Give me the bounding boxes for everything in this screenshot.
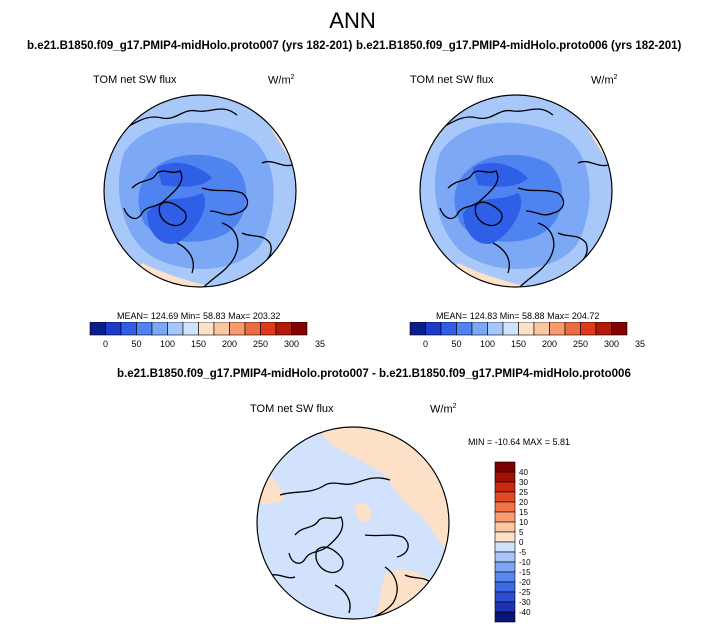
colorbar-box: [580, 322, 597, 336]
colorbar-tick-label: 5: [519, 528, 524, 537]
colorbar-tick-label: 250: [253, 339, 268, 349]
colorbar-tick-label: 300: [604, 339, 619, 349]
colorbar-tick-label: 20: [519, 498, 528, 507]
colorbar-tick-label: 15: [519, 508, 528, 517]
colorbar-box: [595, 322, 612, 336]
colorbar-box: [440, 322, 457, 336]
top-left-polar-map: [103, 94, 297, 288]
colorbar-box: [494, 521, 516, 533]
colorbar-box: [494, 571, 516, 583]
colorbar-tick-label: -20: [519, 578, 531, 587]
colorbar-box: [229, 322, 246, 336]
colorbar-box: [494, 501, 516, 513]
colorbar-box: [260, 322, 277, 336]
bottom-variable-label: TOM net SW flux: [250, 403, 334, 415]
colorbar-tick-label: 100: [480, 339, 495, 349]
colorbar-box: [494, 541, 516, 553]
colorbar-box: [456, 322, 473, 336]
top-left-variable-label: TOM net SW flux: [93, 74, 177, 86]
bottom-case-title: b.e21.B1850.f09_g17.PMIP4-midHolo.proto0…: [117, 368, 631, 380]
colorbar-tick-label: 25: [519, 488, 528, 497]
map-outline: [419, 94, 613, 288]
colorbar-box: [120, 322, 137, 336]
colorbar-box: [89, 322, 106, 336]
colorbar-tick-label: 150: [191, 339, 206, 349]
colorbar-tick-label: -40: [519, 608, 531, 617]
colorbar-tick-label: -30: [519, 598, 531, 607]
colorbar-box: [494, 561, 516, 573]
colorbar-box: [275, 322, 292, 336]
colorbar-box: [213, 322, 230, 336]
top-right-stats: MEAN= 124.83 Min= 58.88 Max= 204.72: [436, 311, 600, 321]
top-right-colorbar: 0 50 100 150 200 250 300 350: [409, 322, 645, 349]
top-left-case-title: b.e21.B1850.f09_g17.PMIP4-midHolo.proto0…: [27, 40, 353, 52]
colorbar-box: [494, 581, 516, 593]
colorbar-tick-label: 300: [284, 339, 299, 349]
colorbar-box: [518, 322, 535, 336]
top-right-case-title: b.e21.B1850.f09_g17.PMIP4-midHolo.proto0…: [356, 40, 682, 52]
colorbar-box: [533, 322, 550, 336]
colorbar-box: [198, 322, 215, 336]
colorbar-tick-label: 0: [519, 538, 524, 547]
colorbar-box: [105, 322, 122, 336]
colorbar-box: [291, 322, 308, 336]
colorbar-box: [151, 322, 168, 336]
colorbar-box: [564, 322, 581, 336]
colorbar-box: [136, 322, 153, 336]
colorbar-box: [494, 611, 516, 623]
colorbar-box: [494, 481, 516, 493]
colorbar-box: [494, 531, 516, 543]
bottom-stats: MIN = -10.64 MAX = 5.81: [468, 437, 571, 447]
colorbar-tick-label: -15: [519, 568, 531, 577]
colorbar-box: [425, 322, 442, 336]
colorbar-box: [611, 322, 628, 336]
colorbar-box: [182, 322, 199, 336]
colorbar-tick-label: 150: [511, 339, 526, 349]
colorbar-tick-label: 200: [222, 339, 237, 349]
top-left-stats: MEAN= 124.69 Min= 58.83 Max= 203.32: [117, 311, 281, 321]
top-right-units-label: W/m2: [591, 74, 618, 87]
colorbar-box: [494, 471, 516, 483]
top-left-units-label: W/m2: [268, 74, 295, 87]
map-outline: [256, 426, 450, 620]
colorbar-tick-label: 0: [423, 339, 428, 349]
colorbar-box: [167, 322, 184, 336]
colorbar-box: [502, 322, 519, 336]
top-left-colorbar: 0 50 100 150 200 250 300 350: [89, 322, 325, 349]
colorbar-tick-label: 200: [542, 339, 557, 349]
colorbar-tick-label: 50: [451, 339, 461, 349]
figure-title: ANN: [329, 8, 376, 33]
map-outline: [103, 94, 297, 288]
colorbar-tick-label: 350: [635, 339, 645, 349]
colorbar-box: [494, 461, 516, 473]
colorbar-box: [549, 322, 566, 336]
colorbar-tick-label: 50: [131, 339, 141, 349]
colorbar-tick-label: 250: [573, 339, 588, 349]
colorbar-tick-label: 350: [315, 339, 325, 349]
colorbar-tick-label: 30: [519, 478, 528, 487]
top-right-variable-label: TOM net SW flux: [410, 74, 494, 86]
colorbar-box: [471, 322, 488, 336]
colorbar-tick-label: 10: [519, 518, 528, 527]
colorbar-box: [244, 322, 261, 336]
colorbar-tick-label: 0: [103, 339, 108, 349]
colorbar-box: [487, 322, 504, 336]
bottom-difference-polar-map: [256, 426, 450, 620]
colorbar-box: [494, 551, 516, 563]
top-right-polar-map: [419, 94, 613, 288]
colorbar-box: [494, 601, 516, 613]
colorbar-box: [494, 511, 516, 523]
colorbar-box: [494, 491, 516, 503]
colorbar-tick-label: 100: [160, 339, 175, 349]
colorbar-tick-label: 40: [519, 468, 528, 477]
colorbar-tick-label: -5: [519, 548, 527, 557]
colorbar-box: [494, 591, 516, 603]
colorbar-tick-label: -25: [519, 588, 531, 597]
map-field-positive: [315, 427, 449, 555]
colorbar-box: [409, 322, 426, 336]
bottom-units-label: W/m2: [430, 403, 457, 416]
colorbar-tick-label: -10: [519, 558, 531, 567]
